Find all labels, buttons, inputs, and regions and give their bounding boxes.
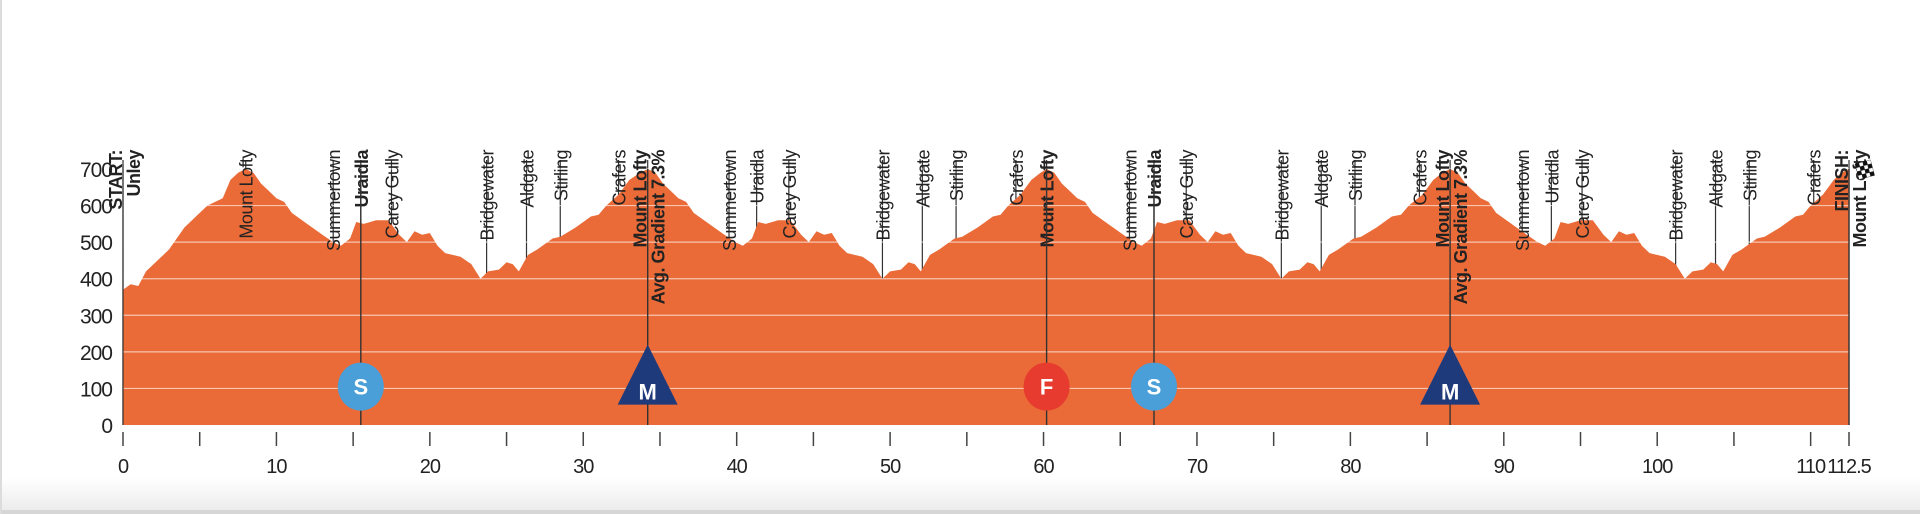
waypoint-label: FINISH: [1832,150,1852,212]
x-tick-label: 70 [1187,456,1208,478]
waypoint-label: START: [106,150,126,210]
y-tick-label: 100 [80,378,112,401]
y-tick-label: 300 [80,305,112,328]
waypoint-label: Mount Lofty [1038,150,1058,248]
sprint-circle-icon: S [337,362,384,411]
sprint-circle-icon: S [1130,362,1177,411]
waypoint-label: Summertown [1120,150,1140,251]
mountain-triangle [1420,344,1481,405]
waypoint-label: Bridgewater [478,149,498,240]
waypoint-label: Aldgate [1707,150,1727,208]
waypoint-label: Stirling [947,150,967,201]
waypoint-label: Unley [124,150,144,197]
marker-circle [337,362,384,411]
waypoint-label: Uraidla [748,149,768,204]
y-tick-label: 0 [101,415,112,438]
x-tick-label: 30 [573,456,594,478]
waypoint-label: Mount Lofty [1433,150,1453,248]
waypoint-label: Summertown [324,150,344,251]
y-tick-label: 200 [80,342,112,365]
waypoint-label: Carey Gully [382,150,402,239]
mountain-triangle-icon: M [1420,344,1481,405]
y-tick-label: 600 [80,196,112,219]
checkered-flag-icon [1854,159,1875,180]
waypoint-label: Aldgate [1312,150,1332,208]
waypoint-label: Summertown [720,150,740,251]
x-tick-label: 20 [420,456,441,478]
y-tick-label: 400 [80,269,112,292]
x-tick-label: 90 [1494,456,1515,478]
waypoint-label: Avg. Gradient 7.3% [1451,150,1471,305]
waypoint-label: Carey Gully [1177,150,1197,239]
x-tick-label: 112.5 [1827,456,1871,478]
x-tick-label: 60 [1033,456,1054,478]
waypoint-label: Avg. Gradient 7.3% [649,150,669,305]
flag-square [1869,171,1875,177]
x-tick-label: 40 [727,456,748,478]
waypoint-label: Bridgewater [1272,149,1292,240]
waypoint-label: Carey Gully [1573,150,1593,239]
waypoint-label: Uraidla [1145,149,1165,208]
y-tick-label: 700 [80,159,112,182]
x-tick-label: 50 [880,456,901,478]
waypoint-label: Crafers [1007,150,1027,206]
waypoint-label: Aldgate [913,150,933,208]
marker-circle [1130,362,1177,411]
waypoint-label: Crafers [1410,150,1430,206]
waypoint-label: Aldgate [518,150,538,208]
mountain-triangle-icon: M [617,344,678,405]
x-tick-label: 110 [1796,456,1826,478]
finish-sprint-circle-icon: F [1023,362,1070,411]
x-tick-label: 10 [266,456,287,478]
waypoint-label: Summertown [1513,150,1533,251]
marker-letter: M [1441,380,1459,405]
x-tick-label: 0 [118,456,129,478]
bottom-band [0,478,1920,514]
waypoint-label: Carey Gully [780,150,800,239]
x-tick-label: 80 [1340,456,1361,478]
marker-letter: F [1040,375,1053,400]
waypoint-label: Stirling [551,150,571,201]
waypoint-label: Crafers [610,150,630,206]
waypoint-label: Mount Lofty [631,150,651,248]
marker-letter: M [639,380,657,405]
waypoint-label: Stirling [1740,150,1760,201]
marker-letter: S [353,375,368,400]
waypoint-label: Bridgewater [873,149,893,240]
mountain-triangle [617,344,678,405]
waypoint-label: Crafers [1805,150,1825,206]
marker-letter: S [1147,375,1162,400]
elevation-area [123,169,1849,425]
waypoint-label: Bridgewater [1667,149,1687,240]
x-tick-label: 100 [1642,456,1673,478]
marker-circle [1023,362,1070,411]
waypoint-label: Uraidla [1542,149,1562,204]
waypoint-label: Stirling [1346,150,1366,201]
waypoint-label: Mount Lofty [237,150,257,239]
y-tick-label: 500 [80,232,112,255]
waypoint-label: Uraidla [352,149,372,208]
